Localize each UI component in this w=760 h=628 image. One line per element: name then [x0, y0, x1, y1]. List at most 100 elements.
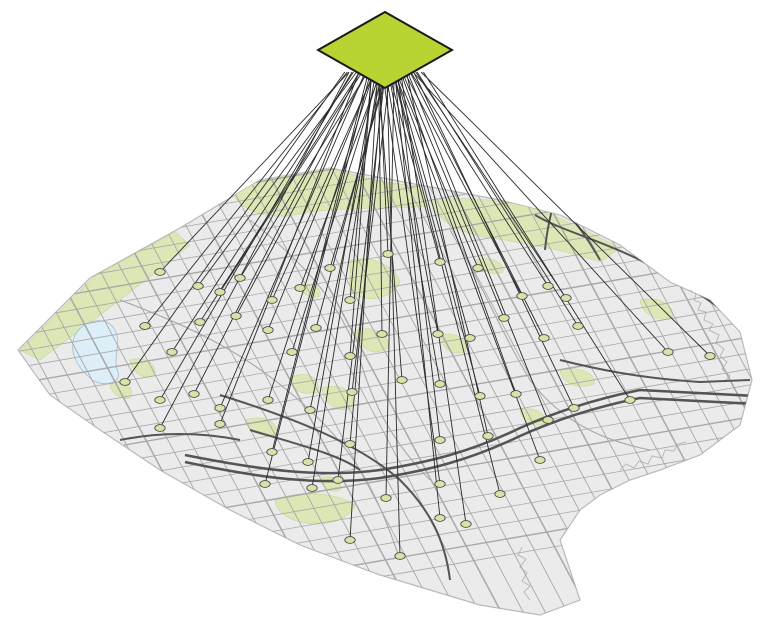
highway-8: [559, 359, 751, 384]
node-marker-33: [262, 396, 274, 404]
node-marker-2: [192, 282, 204, 290]
connector-line-42: [423, 71, 631, 401]
hub-diamond: [315, 10, 455, 90]
node-marker-45: [266, 448, 278, 456]
node-marker-32: [214, 404, 226, 412]
node-marker-46: [302, 458, 314, 466]
node-marker-57: [434, 480, 446, 488]
highway-9: [119, 433, 241, 441]
connector-line-51: [412, 71, 669, 353]
node-marker-42: [624, 396, 636, 404]
connector-line-35: [351, 71, 391, 393]
connector-line-41: [413, 71, 575, 409]
highway-1: [184, 388, 752, 475]
connector-line-36: [377, 71, 403, 381]
connector-line-54: [311, 71, 380, 489]
connector-line-25: [394, 71, 471, 339]
node-marker-44: [214, 420, 226, 428]
node-marker-50: [534, 456, 546, 464]
connector-line-16: [171, 71, 354, 353]
connector-line-18: [235, 71, 368, 317]
street-line-17: [167, 168, 429, 615]
node-marker-34: [304, 406, 316, 414]
node-marker-25: [464, 334, 476, 342]
connector-line-40: [407, 71, 549, 421]
connector-line-62: [400, 71, 467, 525]
node-marker-12: [516, 292, 528, 300]
node-marker-59: [344, 536, 356, 544]
node-marker-31: [188, 390, 200, 398]
node-marker-38: [474, 392, 486, 400]
street-line-64: [18, 249, 752, 391]
connector-line-17: [199, 71, 361, 323]
node-marker-9: [382, 250, 394, 258]
node-marker-43: [154, 424, 166, 432]
connector-line-22: [349, 71, 373, 357]
connector-line-21: [315, 71, 387, 329]
connector-line-20: [291, 71, 381, 353]
node-marker-54: [306, 484, 318, 492]
node-marker-19: [262, 326, 274, 334]
connector-line-43: [159, 71, 350, 429]
node-marker-61: [434, 514, 446, 522]
node-marker-48: [434, 436, 446, 444]
node-marker-37: [434, 380, 446, 388]
node-marker-10: [434, 258, 446, 266]
city-map-outline: [17, 167, 753, 616]
connector-line-61: [394, 71, 441, 519]
node-marker-58: [494, 490, 506, 498]
node-marker-22: [344, 352, 356, 360]
connector-line-26: [401, 71, 505, 319]
street-line-16: [145, 168, 407, 615]
node-marker-47: [344, 440, 356, 448]
node-marker-26: [498, 314, 510, 322]
connector-line-59: [349, 71, 379, 541]
street-line-34: [541, 168, 752, 615]
connector-line-38: [392, 71, 481, 397]
street-line-23: [299, 168, 561, 615]
map-irregular-edge: [517, 289, 731, 601]
connector-line-49: [405, 71, 489, 437]
node-marker-55: [332, 476, 344, 484]
node-marker-62: [460, 520, 472, 528]
street-line-21: [255, 168, 517, 615]
park-area-15: [559, 368, 595, 387]
node-marker-8: [344, 296, 356, 304]
connector-line-48: [397, 71, 441, 441]
connector-line-39: [400, 71, 517, 395]
street-line-67: [18, 297, 752, 439]
node-marker-52: [704, 352, 716, 360]
node-marker-17: [194, 318, 206, 326]
node-marker-21: [310, 324, 322, 332]
node-marker-51: [662, 348, 674, 356]
connector-line-15: [144, 71, 348, 327]
connector-line-37: [385, 71, 441, 385]
connector-line-4: [239, 71, 368, 279]
node-marker-5: [266, 296, 278, 304]
node-marker-30: [154, 396, 166, 404]
connector-line-13: [410, 71, 549, 287]
street-line-81: [119, 299, 401, 561]
node-marker-13: [542, 282, 554, 290]
map-base: [17, 167, 753, 616]
node-marker-29: [119, 378, 131, 386]
street-line-24: [321, 168, 583, 615]
node-marker-20: [286, 348, 298, 356]
node-marker-24: [432, 330, 444, 338]
connector-line-11: [395, 71, 479, 269]
node-marker-15: [139, 322, 151, 330]
highway-2: [184, 396, 752, 483]
node-marker-49: [482, 432, 494, 440]
highway-3: [219, 394, 451, 581]
node-marker-11: [472, 264, 484, 272]
connector-line-23: [378, 71, 383, 335]
node-marker-7: [324, 264, 336, 272]
connector-line-44: [219, 71, 360, 425]
node-marker-36: [396, 376, 408, 384]
connector-line-55: [337, 71, 386, 481]
connector-line-45: [271, 71, 369, 453]
node-marker-56: [380, 494, 392, 502]
node-marker-16: [166, 348, 178, 356]
